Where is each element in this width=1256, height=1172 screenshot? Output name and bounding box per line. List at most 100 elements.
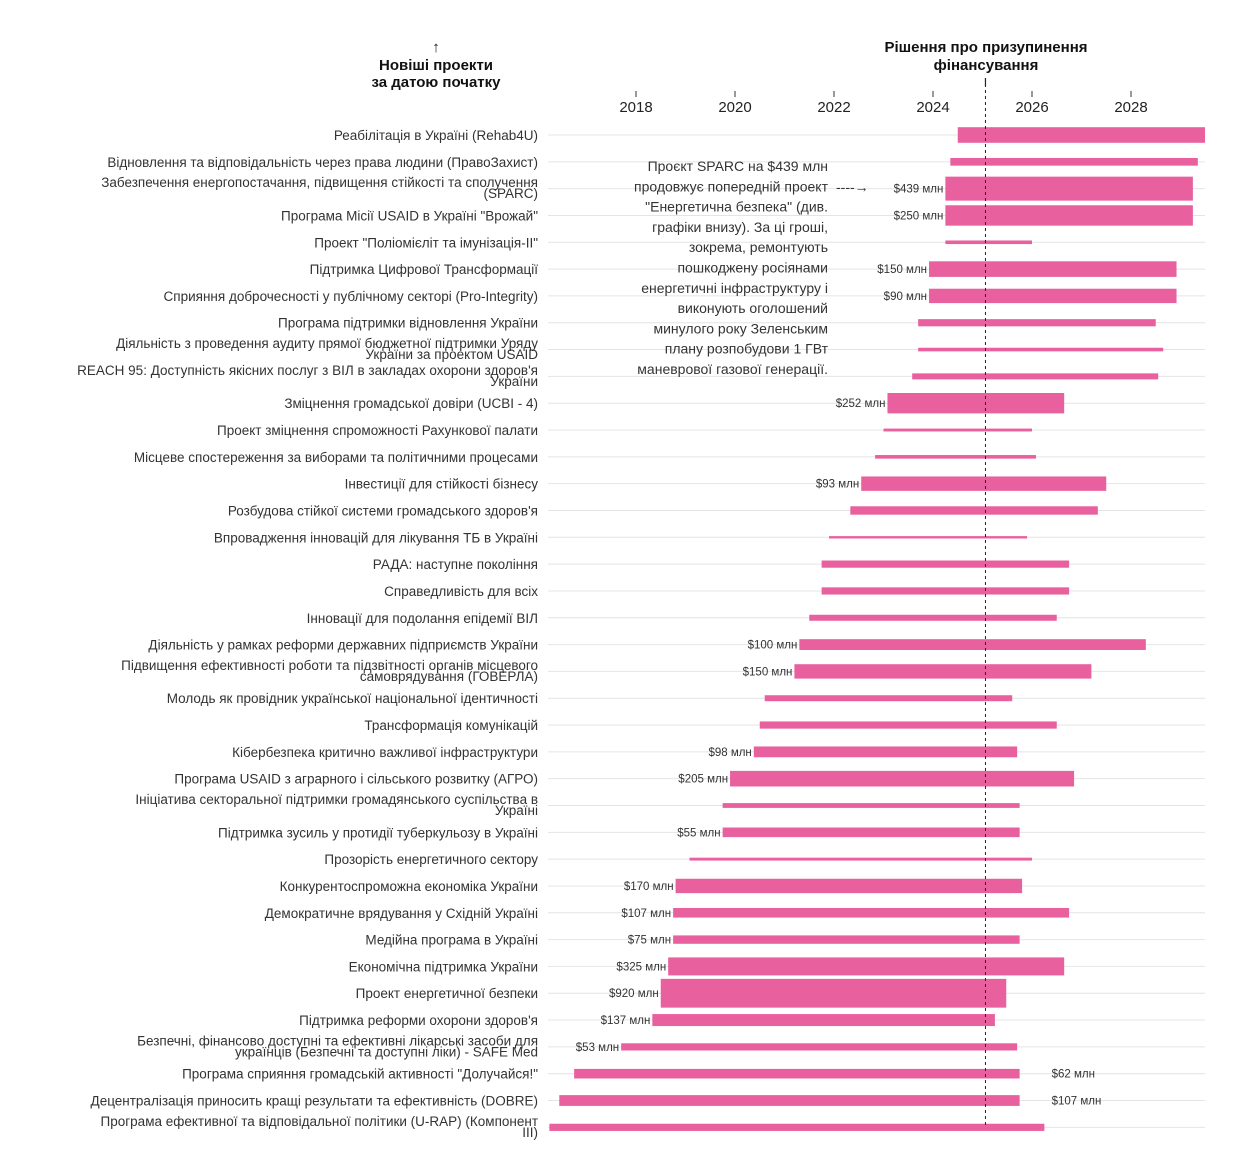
amount-label: $170 млн: [624, 881, 674, 893]
annotation-line: продовжує попередній проект: [634, 178, 829, 194]
project-label: REACH 95: Доступність якісних послуг з В…: [77, 363, 538, 389]
project-label: Програма Місії USAID в Україні "Врожай": [281, 208, 538, 223]
project-bar: [945, 176, 1193, 201]
amount-label: $75 млн: [628, 935, 671, 947]
project-label: Програма сприяння громадській активності…: [182, 1067, 538, 1082]
project-bar: [794, 664, 1092, 679]
project-label: Проект енергетичної безпеки: [356, 986, 538, 1001]
chart-header: ↑ Новіші проекти за датою початку Рішенн…: [371, 39, 1087, 91]
project-label: Демократичне врядування у Східній Україн…: [265, 906, 538, 921]
project-bar: [722, 827, 1020, 838]
project-label: Програма ефективної та відповідальної по…: [101, 1114, 538, 1140]
project-bar: [861, 476, 1107, 491]
right-header-line-2: фінансування: [934, 57, 1039, 74]
project-label: Справедливість для всіх: [384, 584, 538, 599]
project-bar: [559, 1095, 1020, 1106]
project-bar: [821, 560, 1070, 568]
project-bar: [799, 639, 1146, 650]
project-bar: [673, 935, 1020, 944]
project-bar: [730, 770, 1075, 787]
amount-label: $100 млн: [748, 640, 798, 652]
project-label: Розбудова стійкої системи громадського з…: [228, 503, 538, 518]
project-bar: [753, 746, 1018, 758]
project-label: Молодь як провідник української націонал…: [167, 691, 538, 706]
project-bar: [918, 347, 1164, 352]
project-bar: [673, 907, 1070, 918]
sparc-annotation: Проєкт SPARC на $439 млн продовжує попере…: [634, 158, 869, 377]
project-bar: [950, 157, 1198, 166]
project-label: Місцеве спостереження за виборами та пол…: [134, 450, 538, 465]
project-label: Підтримка зусиль у протидії туберкульозу…: [218, 825, 538, 840]
left-header-line-2: за датою початку: [371, 74, 501, 91]
amount-label: $150 млн: [877, 264, 927, 276]
amount-label: $107 млн: [621, 908, 671, 920]
amount-label: $920 млн: [609, 988, 659, 1000]
amount-label: $90 млн: [884, 291, 927, 303]
amount-label: $98 млн: [708, 747, 751, 759]
right-header-line-1: Рішення про призупинення: [884, 39, 1087, 56]
project-label: Медійна програма в Україні: [365, 933, 538, 948]
annotation-line: виконують оголошений: [678, 300, 828, 316]
tick-label-2022: 2022: [817, 99, 850, 116]
amount-label: $252 млн: [836, 398, 886, 410]
project-bar: [621, 1043, 1018, 1051]
project-label: Відновлення та відповідальність через пр…: [107, 155, 538, 170]
project-label: Підтримка реформи охорони здоров'я: [299, 1013, 538, 1028]
amount-label: $150 млн: [743, 666, 793, 678]
annotation-line: минулого року Зеленським: [653, 320, 828, 336]
annotation-line: енергетичні інфраструктуру і: [641, 280, 828, 296]
project-labels: Реабілітація в Україні (Rehab4U) Відновле…: [77, 128, 538, 1140]
project-label: Впровадження інновацій для лікування ТБ …: [214, 530, 538, 545]
project-bar: [875, 455, 1036, 459]
tick-label-2028: 2028: [1114, 99, 1147, 116]
amount-label: $137 млн: [601, 1015, 651, 1027]
project-bar: [887, 393, 1065, 414]
project-label: Реабілітація в Україні (Rehab4U): [334, 128, 538, 143]
project-label: Конкурентоспроможна економіка України: [280, 879, 538, 894]
amount-label: $325 млн: [616, 961, 666, 973]
project-label: Підвищення ефективності роботи та підзві…: [121, 658, 538, 684]
project-bar: [759, 721, 1057, 729]
amount-label: $107 млн: [1052, 1096, 1102, 1108]
project-label: Діяльність з проведення аудиту прямої бю…: [116, 336, 538, 362]
annotation-line: плану розпобудови 1 ГВт: [665, 341, 829, 357]
project-bars: [549, 127, 1205, 1131]
amount-labels: $439 млн $250 млн $150 млн $90 млн $252 млн $…: [576, 184, 1102, 1108]
tick-label-2020: 2020: [718, 99, 751, 116]
project-label: Проект "Поліомієліт та імунізація-II": [314, 235, 538, 250]
tick-label-2024: 2024: [916, 99, 949, 116]
annotation-line: Проєкт SPARC на $439 млн: [648, 158, 828, 174]
x-axis: 2018 2020 2022 2024 2026 2028: [619, 91, 1148, 116]
project-bar: [821, 587, 1070, 595]
annotation-line: пошкоджену росіянами: [677, 260, 828, 276]
project-label: Сприяння доброчесності у публічному сект…: [164, 289, 538, 304]
annotation-line: зокрема, ремонтують: [689, 239, 828, 255]
project-bar: [929, 261, 1177, 277]
amount-label: $439 млн: [894, 184, 944, 196]
project-bar: [722, 803, 1020, 808]
tick-label-2026: 2026: [1015, 99, 1048, 116]
project-bar: [549, 1123, 1045, 1131]
amount-label: $53 млн: [576, 1042, 619, 1054]
project-label: Безпечні, фінансово доступні та ефективн…: [137, 1033, 538, 1059]
amount-label: $62 млн: [1052, 1069, 1095, 1081]
project-bar: [850, 506, 1098, 515]
project-label: Децентралізація приносить кращі результа…: [91, 1094, 538, 1109]
project-bar: [929, 288, 1177, 304]
project-bar: [660, 978, 1007, 1008]
amount-label: $93 млн: [816, 479, 859, 491]
amount-label: $55 млн: [677, 827, 720, 839]
project-bar: [668, 957, 1065, 976]
project-label: Підтримка Цифрової Трансформації: [310, 262, 539, 277]
amount-label: $250 млн: [894, 210, 944, 222]
project-bar: [652, 1014, 995, 1027]
left-header-line-1: Новіші проекти: [379, 57, 493, 74]
project-bar: [809, 614, 1057, 621]
project-bar: [764, 695, 1013, 702]
project-bar: [912, 373, 1159, 380]
project-label: Забезпечення енергопостачання, підвищенн…: [101, 175, 538, 201]
newer-projects-arrow: ↑: [432, 39, 440, 56]
annotation-line: графіки внизу). За ці гроші,: [652, 219, 828, 235]
project-bar: [675, 878, 1023, 894]
